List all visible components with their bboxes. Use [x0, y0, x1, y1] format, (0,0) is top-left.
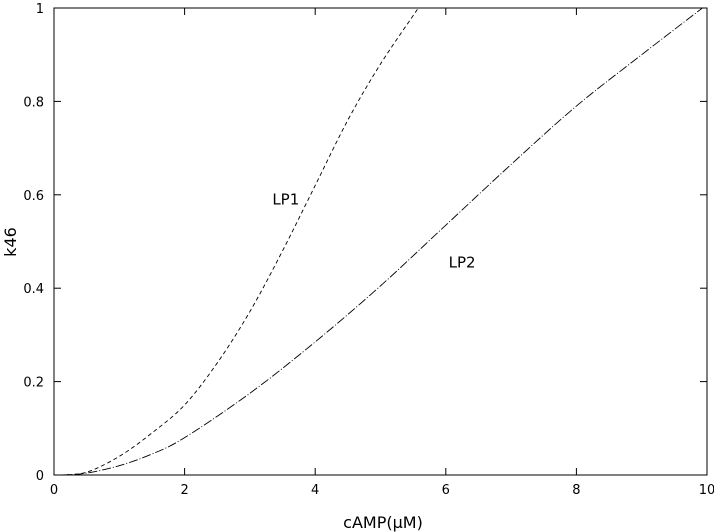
y-tick-label: 0.8: [23, 95, 44, 110]
series-line-1: [60, 7, 419, 476]
x-tick-label: 8: [572, 483, 580, 498]
x-tick-label: 4: [311, 483, 319, 498]
x-tick-label: 2: [180, 483, 188, 498]
plot-frame: [53, 7, 708, 476]
x-tick-label: 6: [442, 483, 450, 498]
y-tick-label: 0.6: [23, 189, 44, 204]
y-tick-label: 0.2: [23, 376, 44, 391]
axis-ticks: 0 2 4 6 8 10 0 0.2 0.4 0.6 0.8 1: [23, 2, 714, 498]
curve-label-lp1: LP1: [272, 190, 299, 208]
y-tick-label: 0: [36, 469, 44, 484]
y-tick-label: 1: [36, 2, 44, 17]
series-line-2: [60, 7, 703, 476]
x-tick-label: 10: [699, 483, 714, 498]
y-axis-title: k46: [1, 227, 20, 257]
x-axis-title: cAMP(μM): [343, 513, 423, 532]
series-group: [60, 7, 703, 476]
y-tick-label: 0.4: [23, 282, 44, 297]
annotations: LP1 LP2: [272, 190, 475, 271]
x-tick-label: 0: [50, 483, 58, 498]
plot-area: [53, 7, 708, 476]
curve-label-lp2: LP2: [449, 254, 476, 272]
